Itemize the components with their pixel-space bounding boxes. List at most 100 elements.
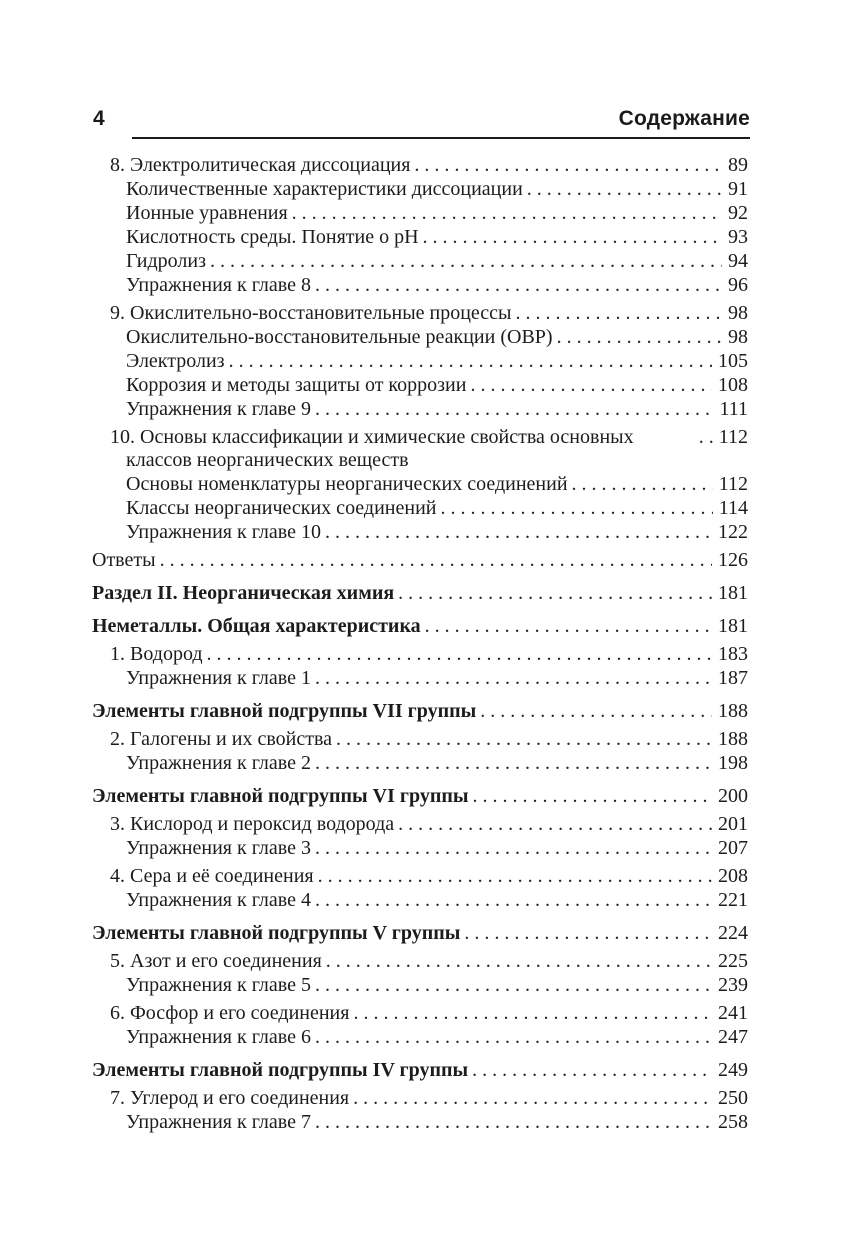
dot-leader <box>332 728 712 751</box>
dot-leader <box>311 667 712 690</box>
toc-entry-label: Упражнения к главе 7 <box>126 1111 311 1133</box>
toc-entry-page: 98 <box>728 326 748 348</box>
dot-leader <box>695 426 713 449</box>
toc-entry-label: 3. Кислород и пероксид водорода <box>110 813 395 835</box>
toc-entry-label: Элементы главной подгруппы V группы <box>92 922 461 944</box>
dot-leader <box>476 700 712 723</box>
toc-entry-label: Упражнения к главе 8 <box>126 274 311 296</box>
toc-entry-page: 239 <box>718 974 748 996</box>
toc-entry-label: Количественные характеристики диссоциаци… <box>126 178 523 200</box>
toc-entry-page: 201 <box>718 813 748 835</box>
toc-entry-label: 5. Азот и его соединения <box>110 950 322 972</box>
toc-entry-page: 208 <box>718 865 748 887</box>
toc-entry: Упражнения к главе 7 258 <box>92 1111 748 1134</box>
toc-entry: Гидролиз 94 <box>92 250 748 273</box>
toc-entry-page: 111 <box>719 398 748 420</box>
toc-entry-label: Ионные уравнения <box>126 202 288 224</box>
dot-leader <box>225 350 712 373</box>
toc-section-entry: Неметаллы. Общая характеристика 181 <box>92 615 748 638</box>
toc-entry: Окислительно-восстановительные реакции (… <box>92 326 748 349</box>
table-of-contents: 8. Электролитическая диссоциация 89 Количе… <box>92 154 748 1134</box>
toc-entry: Количественные характеристики диссоциаци… <box>92 178 748 201</box>
toc-entry-page: 247 <box>718 1026 748 1048</box>
dot-leader <box>311 752 712 775</box>
toc-entry-label: 10. Основы классификации и химические св… <box>110 426 634 471</box>
toc-entry: 3. Кислород и пероксид водорода 201 <box>92 813 748 836</box>
dot-leader <box>311 974 712 997</box>
toc-entry-page: 198 <box>718 752 748 774</box>
dot-leader <box>311 837 712 860</box>
dot-leader <box>203 643 712 666</box>
toc-entry-page: 112 <box>718 426 748 448</box>
dot-leader <box>523 178 722 201</box>
toc-entry-label: Гидролиз <box>126 250 206 272</box>
toc-entry: Упражнения к главе 5 239 <box>92 974 748 997</box>
toc-entry: Коррозия и методы защиты от коррозии 108 <box>92 374 748 397</box>
toc-entry-label: Ответы <box>92 549 156 571</box>
toc-section-entry: Раздел II. Неорганическая химия 181 <box>92 582 748 605</box>
page-folio: 4 <box>93 107 105 130</box>
toc-entry: Электролиз 105 <box>92 350 748 373</box>
toc-entry-label: Элементы главной подгруппы VII группы <box>92 700 477 722</box>
dot-leader <box>466 374 712 397</box>
toc-entry-page: 92 <box>728 202 748 224</box>
toc-section-entry: Элементы главной подгруппы IV группы 249 <box>92 1059 748 1082</box>
toc-entry-label: 1. Водород <box>110 643 203 665</box>
dot-leader <box>419 226 722 249</box>
toc-entry: Упражнения к главе 4 221 <box>92 889 748 912</box>
dot-leader <box>311 398 714 421</box>
toc-entry-label: Кислотность среды. Понятие о pH <box>126 226 419 248</box>
toc-entry-page: 93 <box>728 226 748 248</box>
toc-entry-page: 91 <box>728 178 748 200</box>
toc-entry-label: Упражнения к главе 10 <box>126 521 321 543</box>
toc-entry: 1. Водород 183 <box>92 643 748 666</box>
toc-entry-page: 188 <box>718 728 748 750</box>
toc-entry-label: Раздел II. Неорганическая химия <box>92 582 395 604</box>
toc-entry-page: 94 <box>728 250 748 272</box>
toc-section-entry: Элементы главной подгруппы VII группы 188 <box>92 700 748 723</box>
toc-entry-label: Классы неорганических соединений <box>126 497 437 519</box>
toc-entry-page: 241 <box>718 1002 748 1024</box>
toc-entry-label: Упражнения к главе 9 <box>126 398 311 420</box>
dot-leader <box>206 250 722 273</box>
dot-leader <box>156 549 712 572</box>
toc-entry-page: 224 <box>718 922 748 944</box>
toc-entry: Классы неорганических соединений 114 <box>92 497 748 520</box>
dot-leader <box>349 1002 712 1025</box>
dot-leader <box>394 813 712 836</box>
toc-entry-page: 183 <box>718 643 748 665</box>
toc-entry-page: 188 <box>718 700 748 722</box>
toc-entry: Ответы 126 <box>92 549 748 572</box>
toc-entry-page: 249 <box>718 1059 748 1081</box>
page-header: 4 Содержание <box>92 104 750 140</box>
dot-leader <box>311 1111 712 1134</box>
toc-entry-label: Элементы главной подгруппы IV группы <box>92 1059 469 1081</box>
dot-leader <box>469 785 713 808</box>
dot-leader <box>321 521 712 544</box>
toc-entry-page: 181 <box>718 615 748 637</box>
toc-entry-label: Упражнения к главе 5 <box>126 974 311 996</box>
running-head-title: Содержание <box>618 107 750 130</box>
toc-entry-page: 181 <box>718 582 748 604</box>
page-content: 4 Содержание 8. Электролитическая диссоц… <box>0 0 845 1134</box>
toc-entry: 5. Азот и его соединения 225 <box>92 950 748 973</box>
dot-leader <box>394 582 712 605</box>
toc-entry-label: 9. Окислительно-восстановительные процес… <box>110 302 512 324</box>
toc-section-entry: Элементы главной подгруппы VI группы 200 <box>92 785 748 808</box>
toc-entry-label: 4. Сера и её соединения <box>110 865 314 887</box>
toc-entry: 4. Сера и её соединения 208 <box>92 865 748 888</box>
toc-entry-label: Основы номенклатуры неорганических соеди… <box>126 473 568 495</box>
toc-entry-page: 89 <box>728 154 748 176</box>
toc-entry: Упражнения к главе 1 187 <box>92 667 748 690</box>
toc-entry-page: 225 <box>718 950 748 972</box>
dot-leader <box>311 1026 712 1049</box>
toc-entry-page: 126 <box>718 549 748 571</box>
toc-entry-label: Упражнения к главе 3 <box>126 837 311 859</box>
toc-entry-label: 7. Углерод и его соединения <box>110 1087 350 1109</box>
toc-entry: Основы номенклатуры неорганических соеди… <box>92 473 748 496</box>
dot-leader <box>410 154 722 177</box>
dot-leader <box>460 922 712 945</box>
dot-leader <box>437 497 713 520</box>
toc-section-entry: Элементы главной подгруппы V группы 224 <box>92 922 748 945</box>
